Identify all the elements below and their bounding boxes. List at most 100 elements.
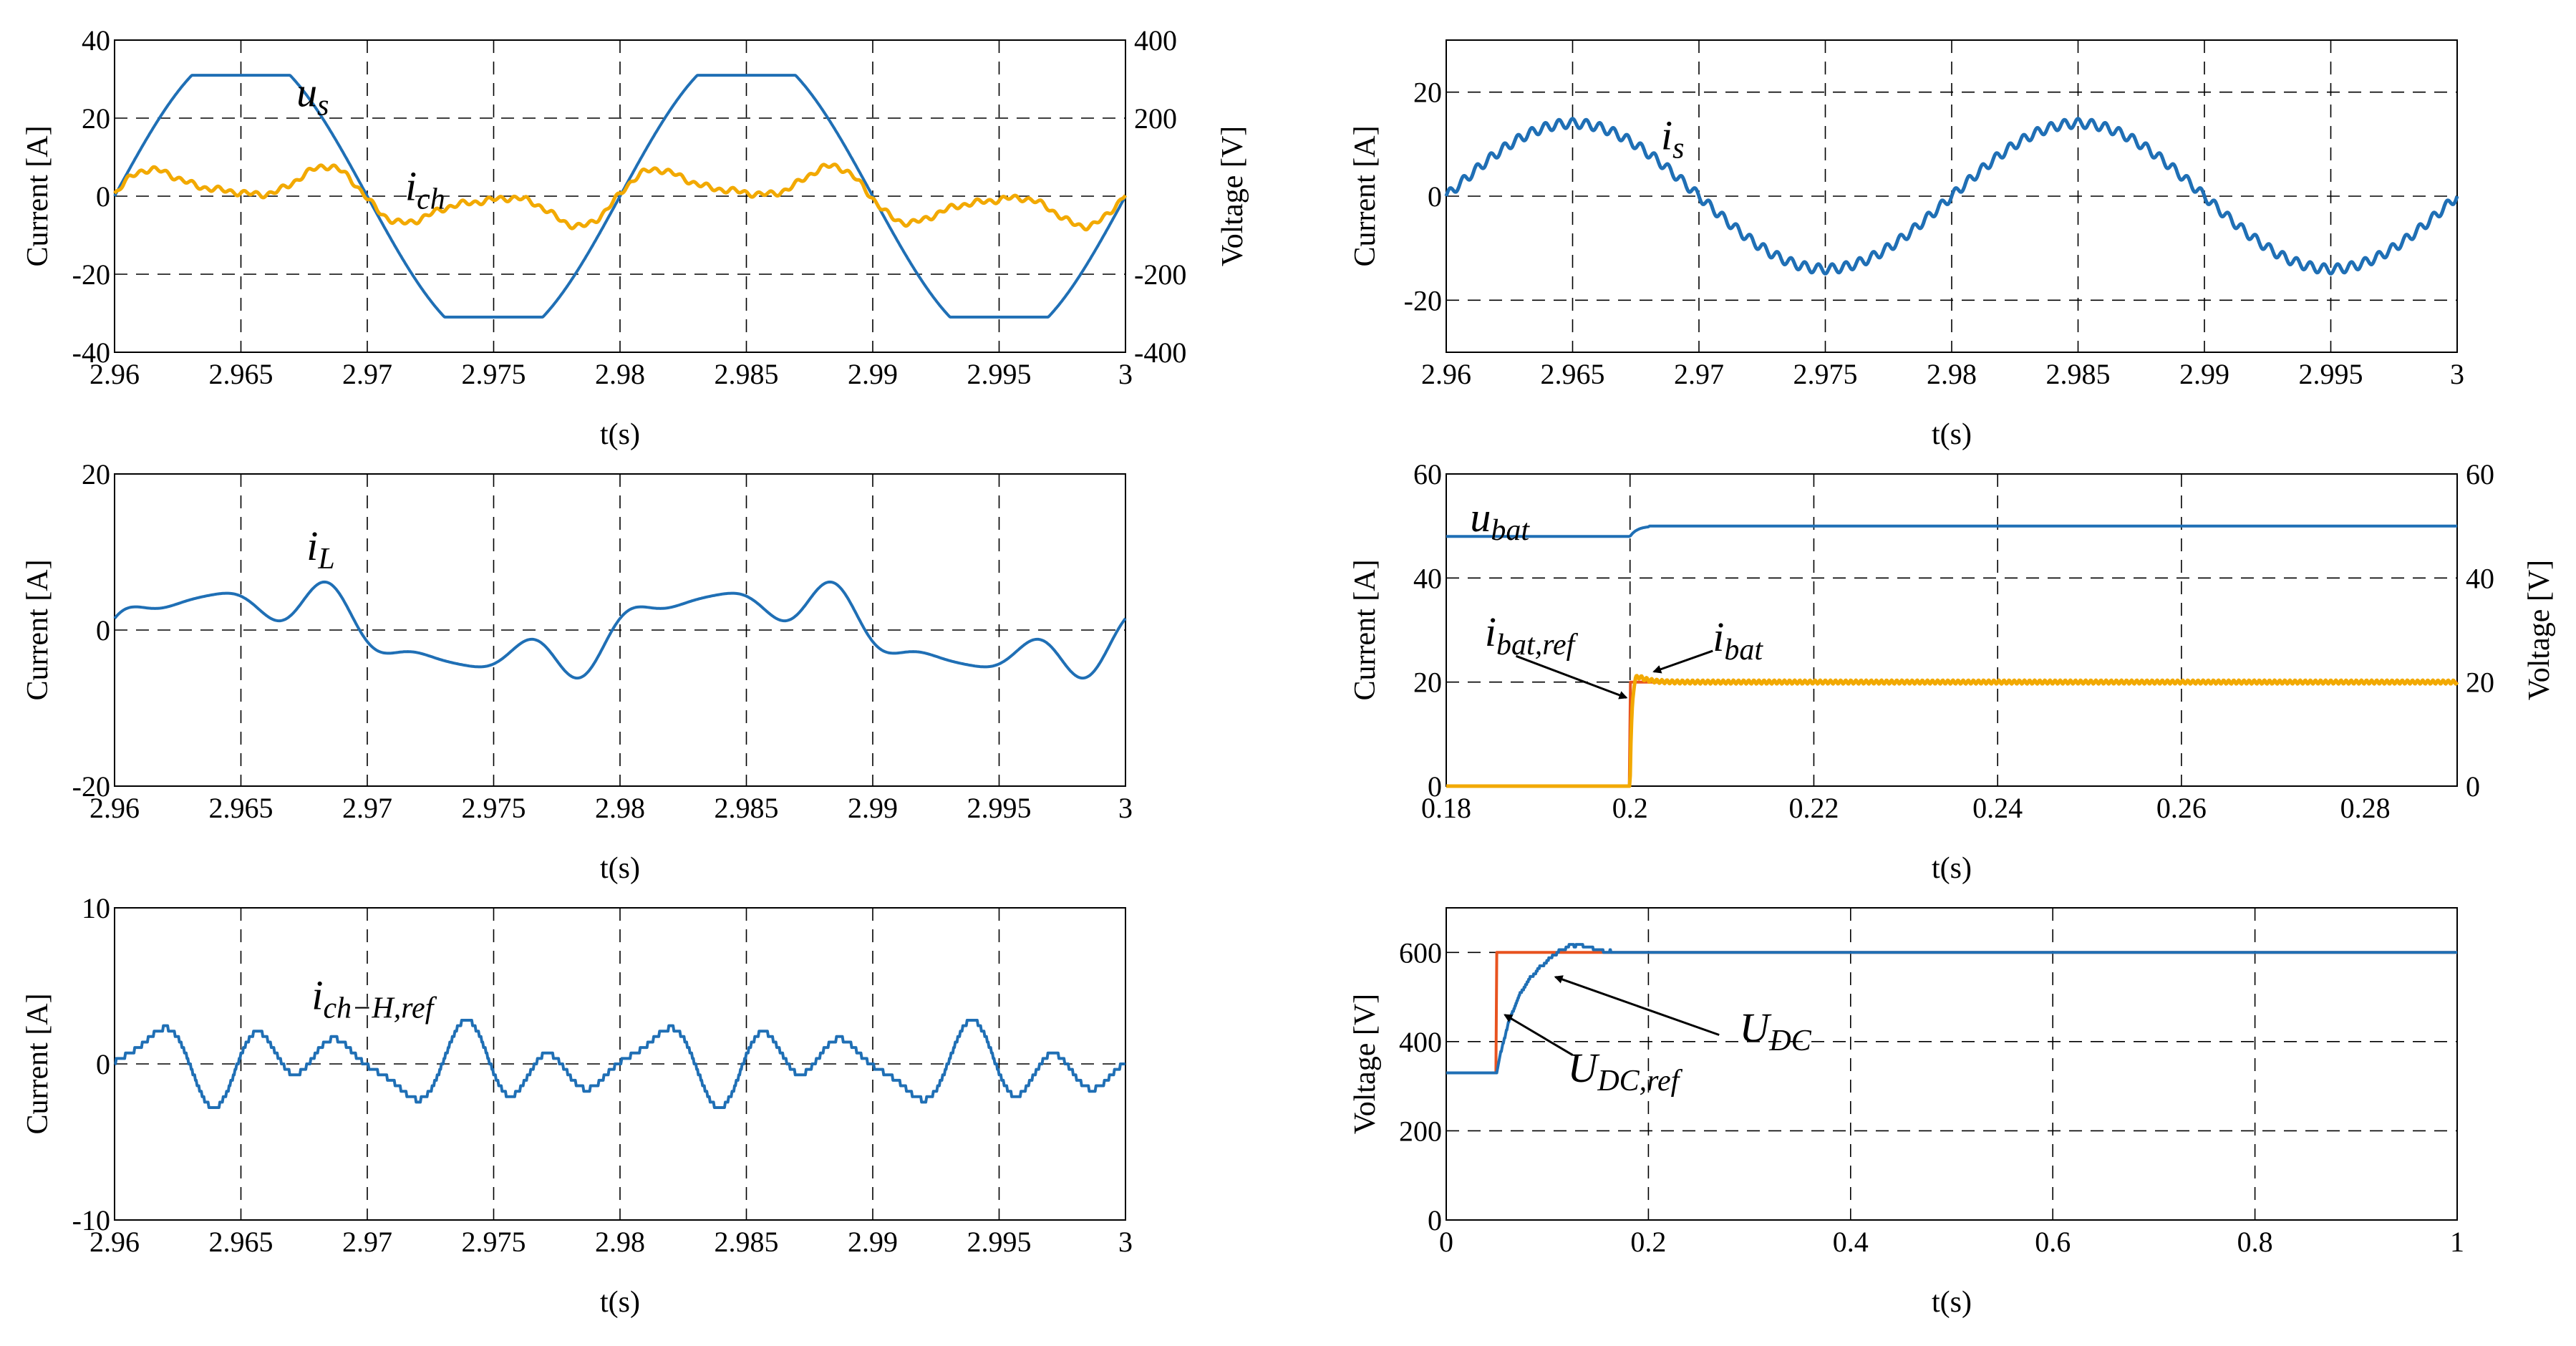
y-axis-label: Current [A]: [21, 125, 54, 266]
annotations: is: [1661, 112, 1684, 165]
x-tick-label: 3: [1118, 792, 1133, 824]
y-axis-label: Current [A]: [1349, 559, 1382, 700]
y-tick-label: 20: [1413, 667, 1442, 699]
series-line-i-s: [1444, 117, 2459, 276]
series-annotation: ich: [405, 163, 445, 216]
tick-labels: 2.96 2.965 2.97 2.975 2.98 2.985 2.99 2.995 3 -10…: [72, 892, 1133, 1258]
x-tick-label: 2.985: [715, 792, 779, 824]
annotation-arrow: [1652, 649, 1713, 674]
series: [1445, 524, 2459, 788]
series-annotation: ich−H,ref: [311, 972, 437, 1025]
annotation-arrow: [1516, 654, 1628, 699]
x-tick-label: 2.97: [1674, 358, 1724, 390]
x-tick-label: 2.96: [89, 792, 140, 824]
y-tick-label: 400: [1399, 1026, 1442, 1058]
series-line-i-ch-h-ref: [114, 1019, 1126, 1109]
series-line-i-ch: [113, 163, 1128, 232]
y2-tick-label: 0: [2466, 770, 2480, 803]
x-tick-label: 0.28: [2340, 792, 2391, 824]
series-line-i-l: [113, 580, 1127, 680]
x-tick-label: 2.975: [462, 1226, 526, 1258]
y-tick-label: -40: [72, 336, 110, 369]
x-tick-label: 2.97: [342, 792, 392, 824]
series-annotation: us: [296, 69, 329, 122]
x-tick-label: 2.995: [2299, 358, 2363, 390]
x-tick-label: 0.26: [2156, 792, 2207, 824]
x-tick-label: 2.99: [848, 792, 898, 824]
tick-labels: 2.96 2.965 2.97 2.975 2.98 2.985 2.99 2.995 3 -20…: [72, 458, 1133, 824]
annotations: iL: [306, 523, 334, 576]
chart-harmonic-reference-current: 2.96 2.965 2.97 2.975 2.98 2.985 2.99 2.995 3 -10…: [21, 892, 1133, 1319]
x-tick-label: 3: [1118, 1226, 1133, 1258]
chart-source-voltage-and-harmonic-current: 2.96 2.965 2.97 2.975 2.98 2.985 2.99 2.995 3-40…: [21, 24, 1249, 451]
y-axis-label: Current [A]: [1349, 125, 1382, 266]
x-tick-label: 2.98: [595, 358, 645, 390]
x-tick-label: 0.2: [1630, 1226, 1666, 1258]
series-annotation: UDC,ref: [1567, 1045, 1682, 1098]
x-tick-label: 2.975: [462, 792, 526, 824]
x-tick-label: 2.995: [967, 358, 1032, 390]
y-tick-label: -20: [72, 770, 110, 803]
y-tick-label: -20: [1404, 284, 1442, 316]
y2-tick-label: -400: [1134, 336, 1186, 369]
y-axis-label: Current [A]: [21, 559, 54, 700]
tick-labels: 2.96 2.965 2.97 2.975 2.98 2.985 2.99 2.995 3-40…: [72, 24, 1187, 390]
y-tick-label: 0: [96, 180, 110, 213]
y-tick-label: 20: [82, 102, 110, 135]
x-tick-label: 2.975: [462, 358, 526, 390]
series: [113, 74, 1128, 319]
y-tick-label: 600: [1399, 936, 1442, 969]
series-annotation: is: [1661, 112, 1684, 165]
series-annotation: ibat,ref: [1485, 609, 1579, 662]
x-tick-label: 2.985: [715, 1226, 779, 1258]
series-annotation: UDC: [1739, 1004, 1811, 1057]
x-tick-label: 3: [1118, 358, 1133, 390]
annotation-arrow: [1504, 1014, 1574, 1056]
series-line-u-s: [113, 74, 1127, 319]
x-axis-label: t(s): [1932, 852, 1972, 885]
x-tick-label: 2.995: [967, 792, 1032, 824]
y-tick-label: -20: [72, 258, 110, 291]
y-tick-label: 0: [1428, 180, 1442, 213]
x-axis-label: t(s): [1932, 418, 1972, 451]
x-tick-label: 0.6: [2035, 1226, 2071, 1258]
x-axis-label: t(s): [1932, 1286, 1972, 1319]
x-tick-label: 0.8: [2237, 1226, 2273, 1258]
x-tick-label: 2.965: [209, 792, 273, 824]
chart-source-current: 2.96 2.965 2.97 2.975 2.98 2.985 2.99 2.995 3 -20…: [1349, 39, 2464, 451]
annotations: us ich: [296, 69, 445, 216]
x-tick-label: 1: [2450, 1226, 2464, 1258]
y-tick-label: 200: [1399, 1115, 1442, 1147]
series-annotation: ibat: [1713, 614, 1763, 667]
tick-labels: 0.18 0.2 0.22 0.24 0.26 0.28 0 20 40 60 0 20 40 60: [1413, 458, 2494, 824]
y-tick-label: 40: [82, 24, 110, 57]
x-tick-label: 2.97: [342, 1226, 392, 1258]
x-tick-label: 2.965: [209, 1226, 273, 1258]
x-axis-label: t(s): [600, 852, 640, 885]
annotations: ubat ibat,ref ibat: [1470, 494, 1763, 699]
series-line-i-bat-ref: [1446, 680, 2458, 788]
y2-tick-label: -200: [1134, 258, 1186, 291]
x-tick-label: 2.98: [1927, 358, 1977, 390]
annotations: ich−H,ref: [311, 972, 437, 1025]
y2-axis-label: Voltage [V]: [1216, 126, 1249, 266]
y-axis-label: Current [A]: [21, 993, 54, 1134]
y-tick-label: 40: [1413, 562, 1442, 594]
y2-tick-label: 400: [1134, 24, 1177, 57]
y-tick-label: 20: [1413, 77, 1442, 109]
series: [114, 1019, 1126, 1109]
y-tick-label: 0: [96, 614, 110, 647]
y-tick-label: 0: [1428, 770, 1442, 803]
plot-area: [1446, 473, 2458, 787]
tick-labels: 2.96 2.965 2.97 2.975 2.98 2.985 2.99 2.995 3 -20…: [1404, 77, 2464, 390]
grid: [1446, 474, 2457, 786]
chart-battery-current-and-voltage: 0.18 0.2 0.22 0.24 0.26 0.28 0 20 40 60 0 20 40 60 ub…: [1349, 458, 2556, 885]
y2-tick-label: 200: [1134, 102, 1177, 135]
x-tick-label: 2.985: [715, 358, 779, 390]
y-tick-label: -10: [72, 1204, 110, 1236]
annotation-arrow: [1554, 975, 1720, 1036]
x-tick-label: 2.98: [595, 792, 645, 824]
x-tick-label: 0.4: [1833, 1226, 1869, 1258]
x-axis-label: t(s): [600, 418, 640, 451]
y-axis-label: Voltage [V]: [1349, 994, 1382, 1134]
